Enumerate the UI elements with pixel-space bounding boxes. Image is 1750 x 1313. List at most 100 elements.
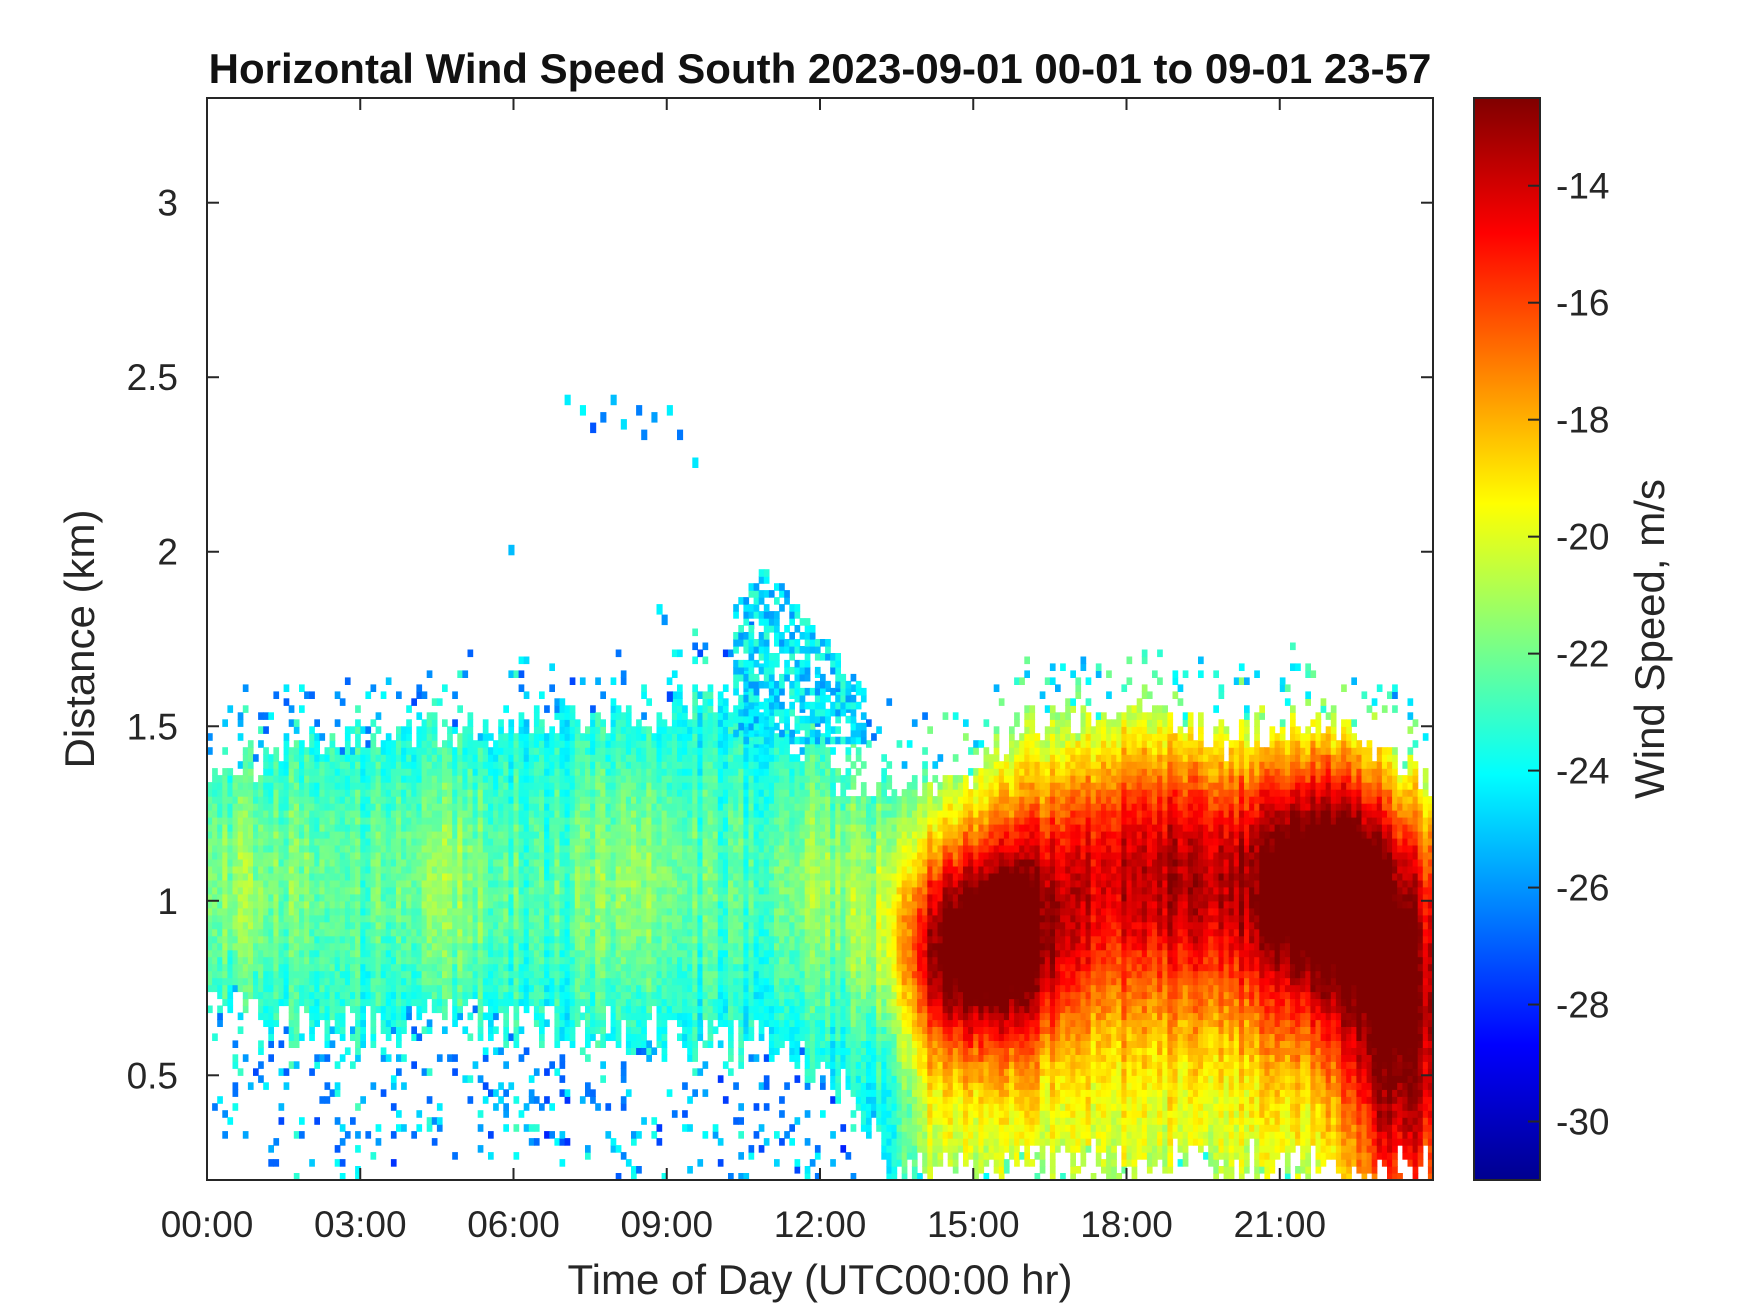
heatmap-cell [585, 991, 591, 1000]
heatmap-cell [677, 726, 683, 734]
heatmap-cell [452, 970, 458, 979]
heatmap-cell [707, 837, 714, 846]
heatmap-cell [707, 858, 714, 867]
heatmap-cell [620, 879, 627, 888]
heatmap-cell [728, 977, 734, 986]
heatmap-cell [370, 907, 377, 916]
heatmap-cell [564, 796, 571, 804]
heatmap-cell [436, 761, 443, 769]
heatmap-cell [401, 768, 407, 776]
heatmap-cell [508, 1082, 515, 1090]
heatmap-cell [360, 1019, 366, 1027]
heatmap-cell [728, 719, 734, 727]
heatmap-cell [431, 719, 438, 727]
heatmap-cell [263, 984, 269, 993]
heatmap-cell [579, 949, 586, 958]
heatmap-cell [631, 775, 637, 783]
heatmap-cell [697, 1026, 704, 1034]
heatmap-cell [508, 844, 515, 853]
heatmap-cell [462, 907, 469, 916]
heatmap-cell [646, 970, 652, 979]
heatmap-cell [600, 796, 606, 804]
heatmap-cell [590, 921, 596, 930]
heatmap-cell [385, 789, 392, 797]
heatmap-cell [365, 851, 372, 860]
heatmap-cell [467, 942, 474, 951]
heatmap-cell [692, 656, 698, 665]
heatmap-cell [278, 928, 285, 937]
heatmap-cell [651, 851, 658, 860]
heatmap-cell [677, 837, 683, 846]
heatmap-cell [227, 817, 234, 825]
heatmap-cell [748, 768, 755, 776]
heatmap-cell [442, 754, 448, 762]
heatmap-cell [656, 998, 663, 1007]
heatmap-cell [452, 865, 458, 874]
heatmap-cell [452, 935, 458, 944]
heatmap-cell [488, 956, 494, 965]
heatmap-cell [375, 712, 382, 720]
heatmap-cell [549, 747, 555, 755]
heatmap-cell [641, 879, 647, 888]
heatmap-cell [237, 886, 244, 895]
heatmap-cell [355, 935, 361, 944]
heatmap-cell [375, 914, 382, 923]
heatmap-cell [293, 1131, 300, 1139]
heatmap-cell [452, 691, 458, 699]
heatmap-cell [528, 803, 535, 811]
heatmap-cell [748, 754, 755, 762]
heatmap-cell [666, 865, 673, 874]
heatmap-cell [375, 1005, 382, 1014]
heatmap-cell [396, 956, 402, 965]
heatmap-cell [677, 705, 683, 713]
heatmap-cell [309, 691, 315, 699]
heatmap-cell [559, 712, 566, 720]
heatmap-cell [242, 844, 249, 853]
heatmap-cell [212, 837, 218, 846]
heatmap-cell [549, 935, 555, 944]
heatmap-cell [569, 977, 576, 986]
heatmap-cell [380, 1054, 387, 1062]
heatmap-cell [651, 768, 658, 776]
heatmap-cell [237, 796, 244, 804]
heatmap-cell [738, 803, 744, 811]
heatmap-cell [380, 907, 387, 916]
heatmap-cell [493, 907, 499, 916]
heatmap-cell [518, 837, 525, 846]
heatmap-cell [564, 747, 571, 755]
heatmap-cell [508, 879, 515, 888]
heatmap-cell [615, 740, 622, 748]
heatmap-cell [222, 837, 228, 846]
heatmap-cell [319, 942, 326, 951]
heatmap-cell [273, 921, 280, 930]
heatmap-cell [656, 1138, 663, 1146]
heatmap-cell [682, 817, 688, 825]
heatmap-cell [222, 747, 228, 755]
heatmap-cell [569, 928, 576, 937]
heatmap-cell [253, 984, 259, 993]
heatmap-cell [360, 984, 366, 993]
heatmap-cell [385, 768, 392, 776]
heatmap-cell [232, 984, 239, 993]
heatmap-cell [339, 935, 346, 944]
heatmap-cell [396, 1019, 402, 1027]
heatmap-cell [513, 886, 520, 895]
heatmap-cell [299, 817, 305, 825]
heatmap-cell [651, 775, 658, 783]
heatmap-cell [564, 1096, 571, 1104]
heatmap-cell [324, 928, 331, 937]
heatmap-cell [375, 928, 382, 937]
heatmap-cell [651, 817, 658, 825]
heatmap-cell [722, 914, 729, 923]
heatmap-cell [283, 768, 290, 776]
heatmap-cell [677, 824, 683, 832]
heatmap-cell [722, 740, 729, 748]
heatmap-cell [299, 921, 305, 930]
heatmap-cell [646, 831, 652, 839]
heatmap-cell [523, 656, 530, 665]
heatmap-cell [539, 747, 545, 755]
heatmap-cell [304, 984, 310, 993]
heatmap-cell [467, 810, 474, 818]
heatmap-cell [523, 782, 530, 790]
heatmap-cell [615, 803, 622, 811]
